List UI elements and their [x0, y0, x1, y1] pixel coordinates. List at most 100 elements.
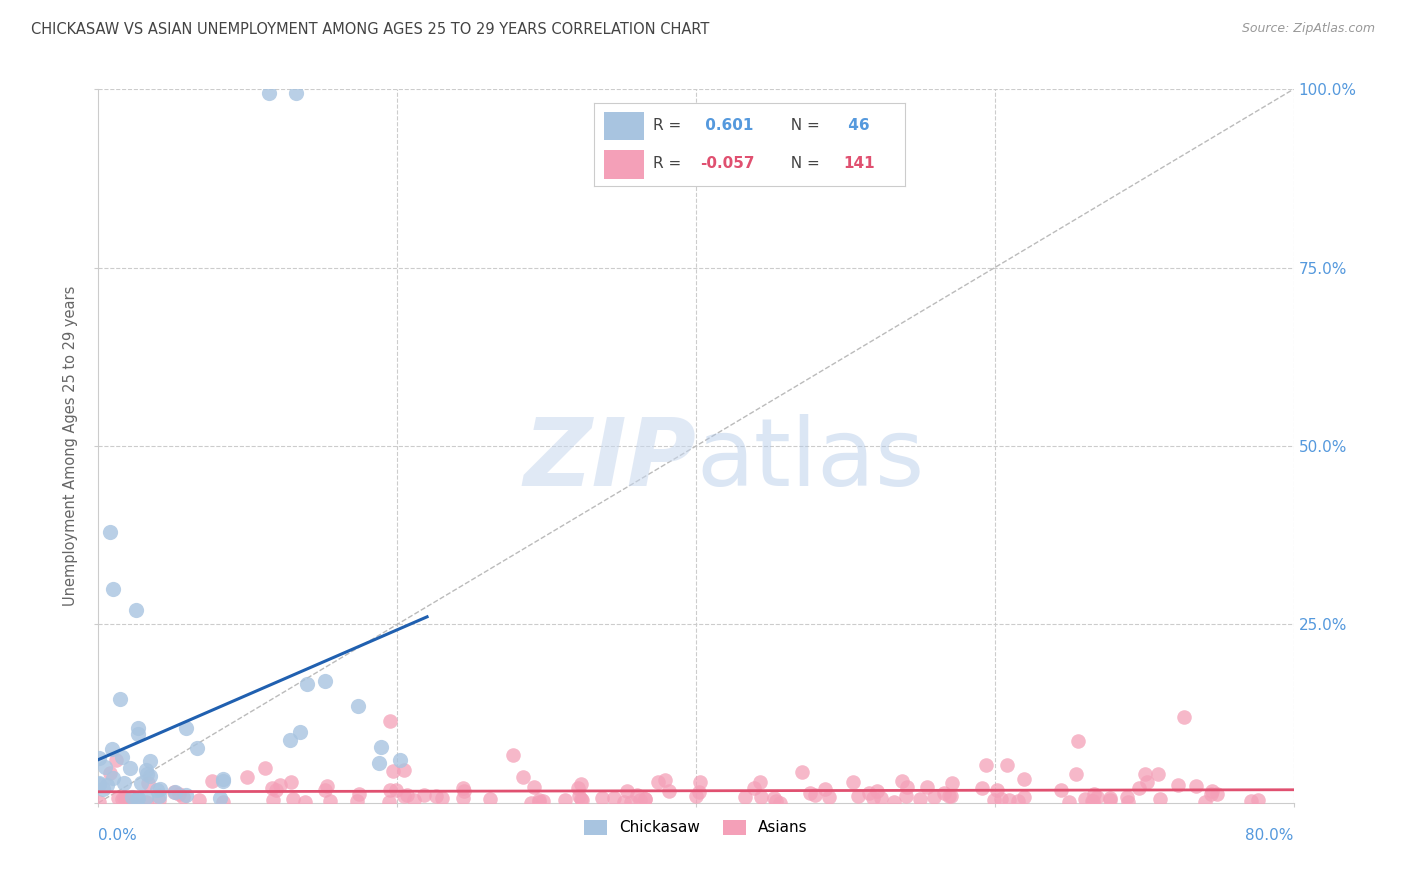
Point: [453, 783, 475, 797]
Point: [870, 791, 893, 805]
Point: [634, 792, 657, 806]
Point: [922, 790, 945, 805]
Point: [1012, 772, 1035, 787]
Point: [742, 781, 765, 796]
Point: [626, 789, 648, 803]
Point: [990, 791, 1012, 805]
Point: [430, 791, 453, 805]
Point: [174, 788, 197, 802]
Point: [129, 776, 152, 790]
Point: [378, 783, 401, 797]
Point: [1116, 795, 1139, 809]
Point: [529, 793, 551, 807]
Point: [121, 790, 143, 805]
Point: [208, 791, 231, 805]
Point: [1149, 792, 1171, 806]
Point: [107, 791, 129, 805]
Point: [1057, 795, 1080, 809]
Point: [520, 796, 543, 810]
Point: [262, 793, 284, 807]
Point: [748, 775, 770, 789]
Point: [603, 790, 626, 805]
Point: [1083, 787, 1105, 801]
Point: [1007, 794, 1029, 808]
Point: [512, 770, 534, 784]
Point: [257, 86, 280, 100]
Point: [186, 741, 208, 756]
Point: [146, 783, 169, 797]
Point: [172, 789, 194, 804]
Point: [135, 789, 157, 804]
Point: [1081, 794, 1104, 808]
Point: [105, 754, 128, 768]
Point: [96, 778, 118, 792]
Point: [613, 795, 636, 809]
Point: [1199, 787, 1222, 801]
Point: [135, 795, 157, 809]
Point: [100, 742, 122, 756]
Point: [412, 788, 434, 802]
Point: [658, 784, 681, 798]
Legend: Chickasaw, Asians: Chickasaw, Asians: [578, 814, 814, 841]
Point: [98, 765, 121, 780]
Point: [269, 778, 291, 792]
Point: [628, 793, 651, 807]
Point: [896, 780, 918, 794]
Point: [176, 721, 198, 735]
Point: [378, 714, 401, 728]
Point: [523, 780, 546, 795]
Point: [569, 791, 592, 805]
Point: [367, 756, 389, 770]
Point: [1085, 790, 1108, 805]
Point: [112, 791, 135, 805]
Point: [1012, 790, 1035, 805]
Point: [734, 790, 756, 805]
Point: [315, 780, 337, 794]
Point: [187, 793, 209, 807]
Point: [278, 733, 301, 747]
Point: [1098, 790, 1121, 805]
Point: [1064, 767, 1087, 781]
Point: [139, 754, 162, 768]
Point: [288, 724, 311, 739]
Point: [995, 758, 1018, 772]
Point: [347, 699, 370, 714]
Point: [127, 721, 149, 735]
Point: [404, 793, 426, 807]
Point: [284, 86, 307, 100]
Point: [634, 791, 657, 805]
Point: [253, 761, 276, 775]
Point: [385, 782, 408, 797]
Point: [148, 793, 170, 807]
Text: Source: ZipAtlas.com: Source: ZipAtlas.com: [1241, 22, 1375, 36]
Point: [894, 789, 917, 804]
Point: [1173, 710, 1195, 724]
Point: [567, 780, 589, 795]
Point: [101, 772, 124, 786]
Point: [790, 764, 813, 779]
Point: [688, 785, 710, 799]
Text: 0.0%: 0.0%: [98, 828, 138, 843]
Point: [1247, 793, 1270, 807]
Point: [319, 794, 342, 808]
Point: [125, 792, 148, 806]
Point: [108, 692, 131, 706]
Point: [983, 793, 1005, 807]
Point: [804, 788, 827, 802]
Point: [1115, 789, 1137, 804]
Text: ZIP: ZIP: [523, 414, 696, 507]
Point: [347, 787, 370, 801]
Point: [890, 774, 912, 789]
Point: [1240, 794, 1263, 808]
Point: [115, 790, 138, 805]
Point: [111, 792, 134, 806]
Point: [1067, 734, 1090, 748]
Point: [111, 750, 134, 764]
Point: [280, 775, 302, 789]
Point: [451, 791, 474, 805]
Point: [647, 775, 669, 789]
Point: [103, 582, 125, 596]
Point: [148, 789, 170, 803]
Point: [915, 780, 938, 794]
Point: [1098, 793, 1121, 807]
